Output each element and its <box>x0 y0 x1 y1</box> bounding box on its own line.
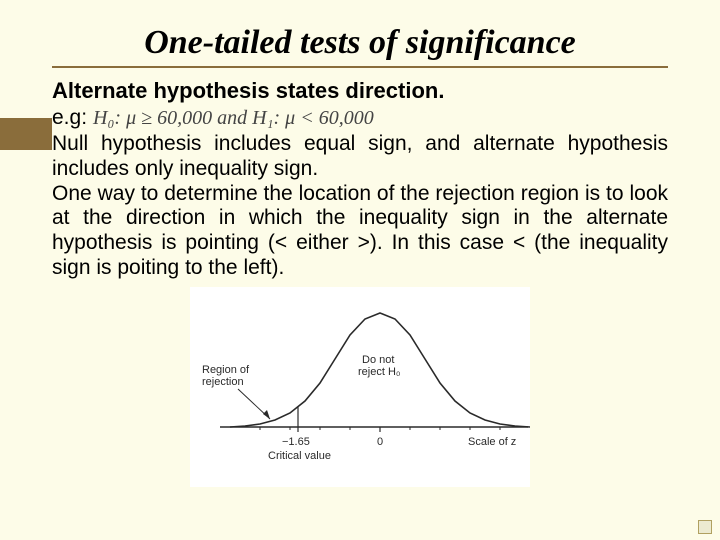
svg-text:reject H₀: reject H₀ <box>358 366 400 378</box>
normal-curve-diagram: Region ofrejection Do notreject H₀ −1.65 Cr… <box>190 287 530 487</box>
slide-title: One-tailed tests of significance <box>52 24 668 68</box>
paragraph-1: Null hypothesis includes equal sign, and… <box>52 132 668 182</box>
accent-bar <box>0 118 52 150</box>
svg-text:Critical value: Critical value <box>268 450 331 462</box>
example-label: e.g: <box>52 106 87 130</box>
svg-text:0: 0 <box>377 436 383 448</box>
svg-text:rejection: rejection <box>202 376 244 388</box>
paragraph-2: One way to determine the location of the… <box>52 182 668 281</box>
svg-text:Region of: Region of <box>202 364 250 376</box>
svg-text:Scale of z: Scale of z <box>468 436 516 448</box>
hypothesis-formula: H₀: μ ≥ 60,000 and H₁: μ < 60,000 <box>93 107 374 130</box>
svg-text:Do not: Do not <box>362 354 394 366</box>
figure-container: Region ofrejection Do notreject H₀ −1.65 Cr… <box>52 287 668 487</box>
corner-decoration <box>698 520 712 534</box>
slide-subtitle: Alternate hypothesis states direction. <box>52 78 668 104</box>
example-line: e.g: H₀: μ ≥ 60,000 and H₁: μ < 60,000 <box>52 106 668 130</box>
svg-text:−1.65: −1.65 <box>282 436 310 448</box>
